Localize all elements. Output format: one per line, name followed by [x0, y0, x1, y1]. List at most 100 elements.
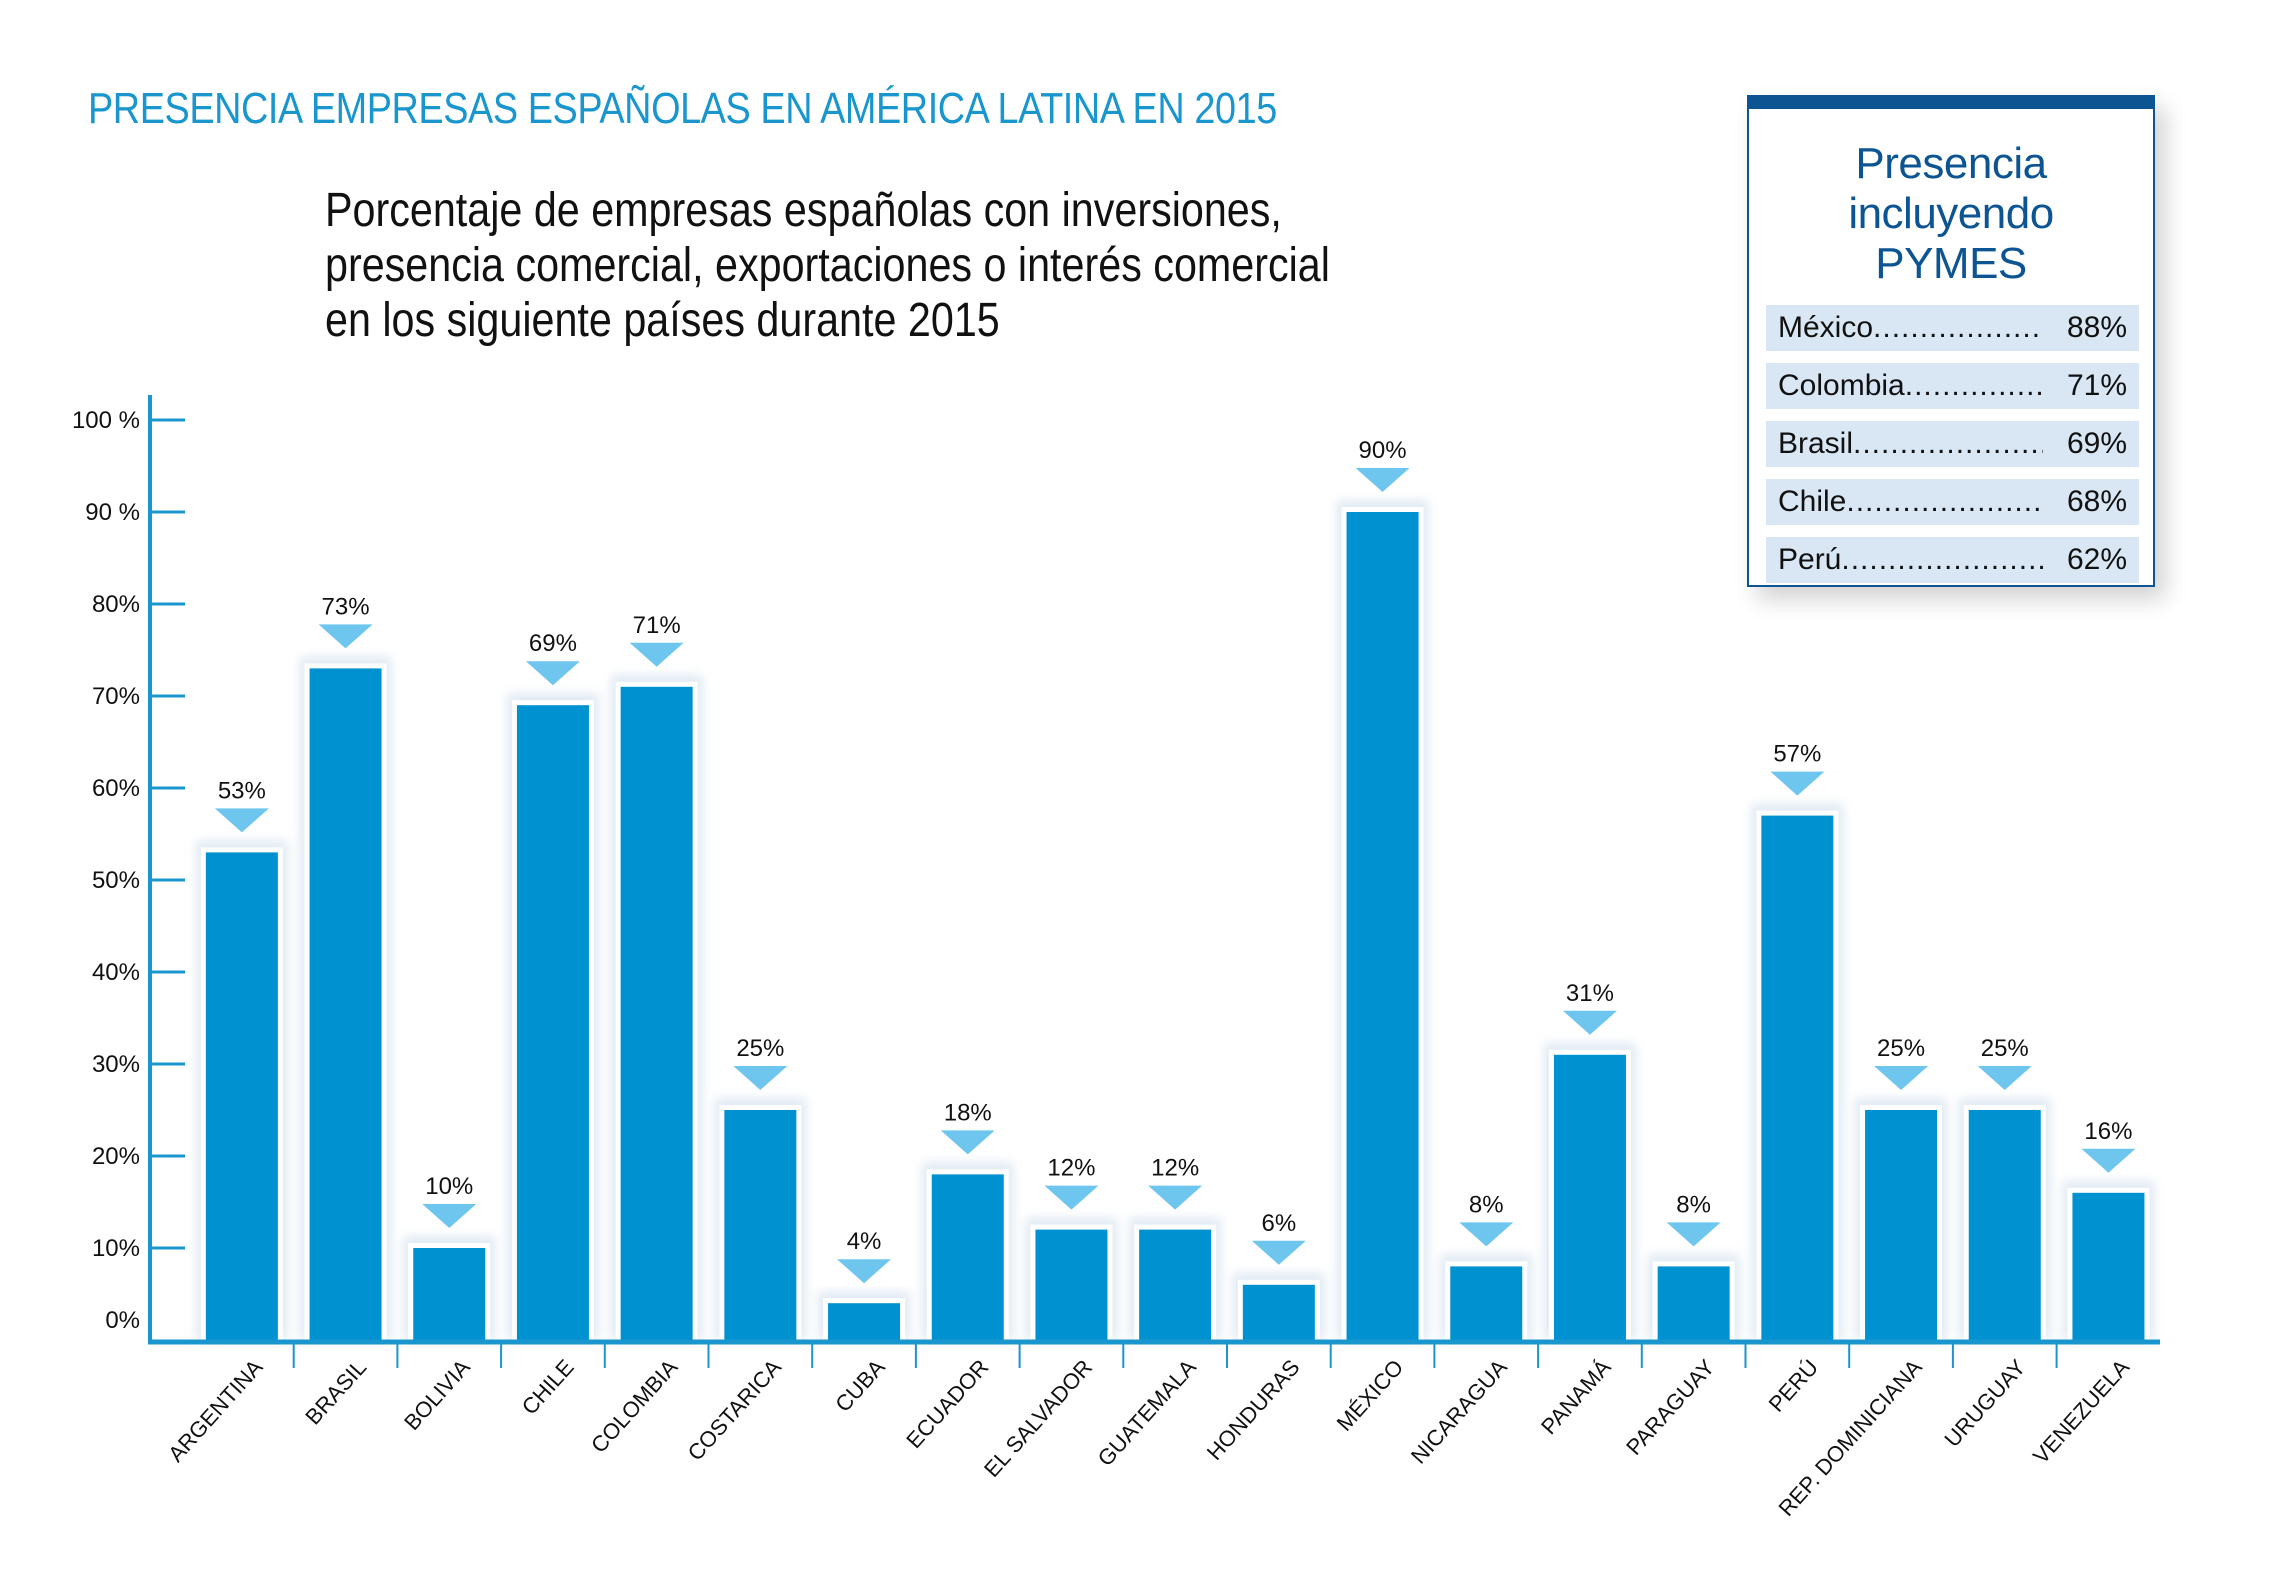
value-marker [1044, 1185, 1099, 1210]
subtitle-line: en los siguiente países durante 2015 [325, 294, 1000, 347]
bar-group [1440, 1222, 1533, 1340]
value-marker [1874, 1066, 1929, 1090]
value-marker [733, 1066, 788, 1090]
bar-group [1751, 771, 1844, 1340]
value-marker [525, 661, 580, 686]
data-label: 4% [847, 1228, 882, 1255]
category-label: CHILE [517, 1355, 579, 1420]
bar [1346, 512, 1419, 1340]
data-label: 31% [1566, 980, 1614, 1007]
pymes-value: 88% [2066, 311, 2127, 344]
y-tick-label: 20% [92, 1143, 140, 1170]
y-tick-label: 0% [105, 1307, 140, 1334]
data-label: 12% [1047, 1155, 1095, 1182]
bar-group [1025, 1185, 1118, 1340]
value-marker [2081, 1148, 2136, 1173]
y-tick-label: 40% [92, 959, 140, 986]
bar [828, 1303, 901, 1340]
y-tick-label: 60% [92, 775, 140, 802]
category-label: URUGUAY [1939, 1354, 2030, 1452]
bar [1035, 1229, 1108, 1340]
bar-group [1129, 1185, 1222, 1340]
category-label: PANAMÁ [1536, 1354, 1616, 1439]
bar [516, 705, 589, 1340]
data-label: 53% [218, 777, 266, 804]
bar-group [403, 1204, 496, 1340]
category-label: MÉXICO [1332, 1355, 1409, 1436]
y-tick-label: 80% [92, 591, 140, 618]
bar [931, 1174, 1004, 1340]
category-label: NICARAGUA [1406, 1354, 1512, 1468]
category-label: EL SALVADOR [979, 1355, 1097, 1482]
pymes-title-line: PYMES [1875, 239, 2027, 288]
bar [1968, 1110, 2041, 1340]
y-tick-label: 90 % [85, 499, 140, 526]
data-label: 16% [2084, 1118, 2132, 1145]
bar [1865, 1110, 1938, 1340]
category-label: PERÚ [1764, 1355, 1823, 1417]
data-label: 12% [1151, 1155, 1199, 1182]
pymes-panel: Presencia incluyendo PYMES México ......… [1747, 95, 2155, 587]
value-marker [1251, 1240, 1306, 1265]
pymes-row: Chile ..................................… [1766, 479, 2139, 525]
bar-group [2062, 1148, 2155, 1340]
category-label: VENEZUELA [2028, 1354, 2134, 1468]
data-label: 69% [529, 630, 577, 657]
bar-group [299, 624, 392, 1340]
data-label: 25% [1877, 1035, 1925, 1062]
value-marker [837, 1259, 892, 1284]
leader-dots: ........................................… [1904, 369, 2043, 402]
value-marker [1977, 1066, 2032, 1090]
pymes-value: 62% [2066, 543, 2127, 576]
bar [2072, 1192, 2145, 1340]
bar-group [610, 642, 703, 1340]
bar [1139, 1229, 1212, 1340]
pymes-country: Brasil [1778, 427, 1854, 460]
category-label: COSTARICA [683, 1354, 787, 1465]
bar [1761, 815, 1834, 1340]
value-marker [1148, 1185, 1203, 1210]
leader-dots: ........................................… [1873, 311, 2043, 344]
data-label: 25% [1981, 1035, 2029, 1062]
data-label: 57% [1773, 741, 1821, 768]
pymes-value: 71% [2066, 369, 2127, 402]
pymes-row: México .................................… [1766, 305, 2139, 351]
category-label: BOLIVIA [399, 1354, 475, 1435]
category-label: ECUADOR [901, 1355, 993, 1453]
main-title: PRESENCIA EMPRESAS ESPAÑOLAS EN AMÉRICA … [88, 84, 1277, 133]
pymes-row: Perú ...................................… [1766, 537, 2139, 583]
value-marker [940, 1130, 995, 1155]
bar [1553, 1054, 1626, 1340]
bar [620, 686, 693, 1340]
leader-dots: ........................................… [1853, 427, 2043, 460]
bar [1242, 1284, 1315, 1340]
pymes-country: Chile [1778, 485, 1847, 518]
data-label: 6% [1262, 1210, 1297, 1237]
value-marker [214, 808, 269, 833]
category-label: GUATEMALA [1093, 1354, 1202, 1471]
value-marker [1666, 1222, 1721, 1247]
category-label: CUBA [830, 1354, 890, 1416]
data-label: 8% [1676, 1191, 1711, 1218]
bar-group [818, 1259, 911, 1340]
bar-group [1336, 468, 1429, 1340]
bar-group [1958, 1066, 2051, 1340]
category-label: PARAGUAY [1621, 1354, 1719, 1459]
y-tick-label: 30% [92, 1051, 140, 1078]
pymes-title-line: Presencia incluyendo [1848, 139, 2054, 238]
pymes-value: 68% [2066, 485, 2127, 518]
leader-dots: ........................................… [1841, 543, 2043, 576]
bar [1450, 1266, 1523, 1340]
y-tick-label: 70% [92, 683, 140, 710]
subtitle-line: presencia comercial, exportaciones o int… [325, 239, 1330, 292]
value-marker [629, 642, 684, 667]
value-marker [1770, 771, 1825, 796]
category-label: BRASIL [300, 1355, 371, 1430]
bar-group [1543, 1010, 1636, 1340]
bars-layer [195, 468, 2155, 1340]
value-marker [422, 1204, 477, 1228]
data-label: 73% [322, 593, 370, 620]
axis-layer: 0% 10% 20% 30% 40% 50% 60% 70% 80% 90 % 100 % [72, 395, 2160, 1368]
category-label: COLOMBIA [586, 1354, 683, 1457]
